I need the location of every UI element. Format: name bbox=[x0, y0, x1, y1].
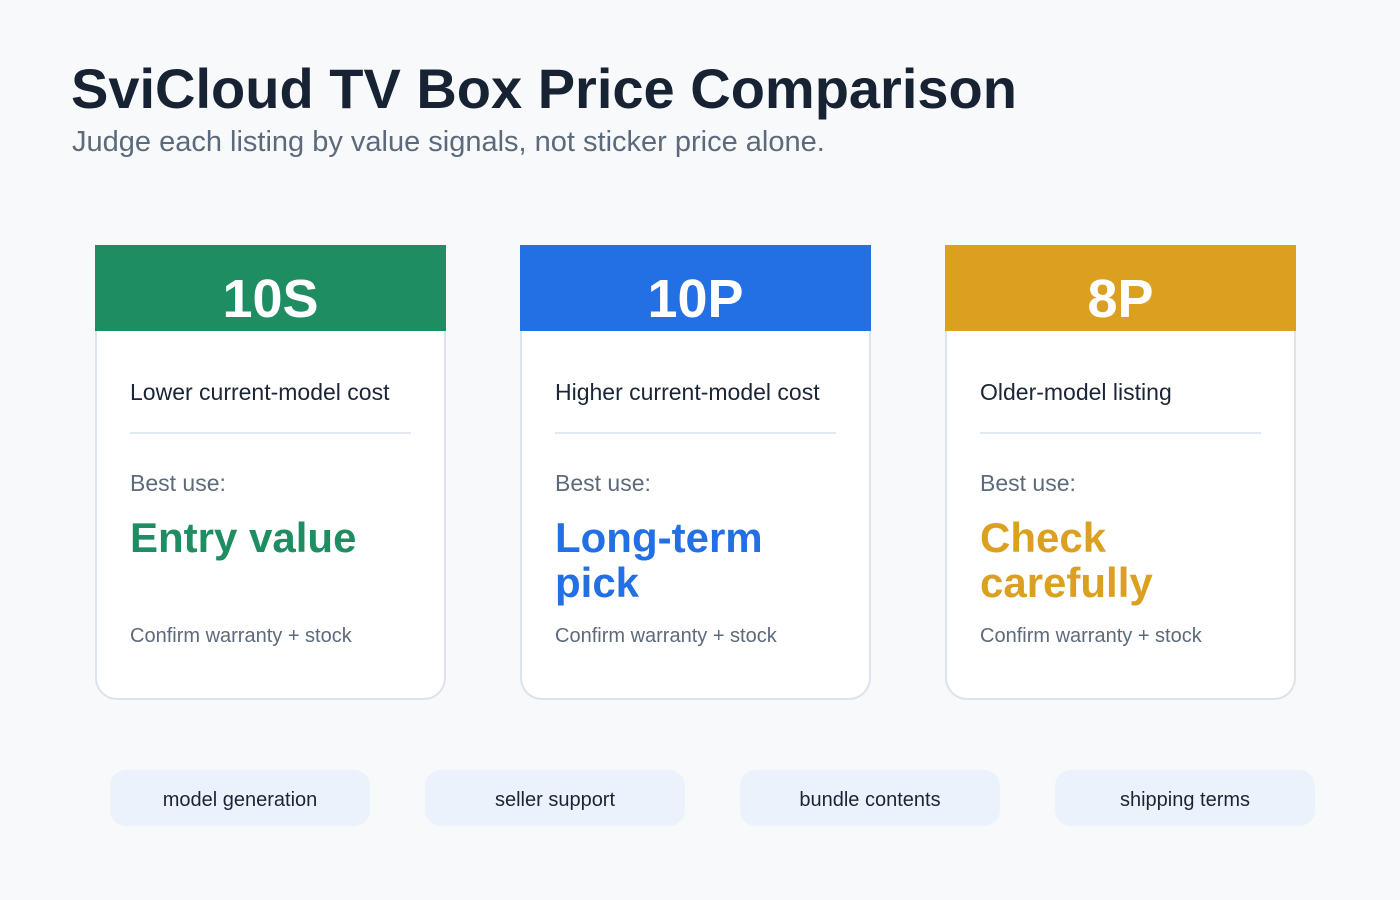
cost-label: Older-model listing bbox=[980, 379, 1172, 405]
card-header: 10P bbox=[520, 245, 871, 331]
divider bbox=[980, 432, 1261, 434]
note: Confirm warranty + stock bbox=[130, 625, 352, 647]
note: Confirm warranty + stock bbox=[555, 625, 777, 647]
subtitle: Judge each listing by value signals, not… bbox=[72, 126, 825, 158]
title: SviCloud TV Box Price Comparison bbox=[71, 57, 1017, 120]
best-use-label: Best use: bbox=[980, 470, 1076, 496]
card-header: 8P bbox=[945, 245, 1296, 331]
divider bbox=[555, 432, 836, 434]
chip: bundle contents bbox=[740, 770, 1000, 826]
chip: seller support bbox=[425, 770, 685, 826]
cost-label: Higher current-model cost bbox=[555, 379, 820, 405]
cost-label: Lower current-model cost bbox=[130, 379, 390, 405]
best-use: Entry value bbox=[130, 514, 357, 561]
card: 8P Older-model listing Best use: Check care… bbox=[945, 245, 1296, 700]
best-use-label: Best use: bbox=[130, 470, 226, 496]
card: 10P Higher current-model cost Best use: Lon… bbox=[520, 245, 871, 700]
best-use: Long-term pick bbox=[555, 514, 763, 606]
best-use: Check carefully bbox=[980, 514, 1153, 606]
chip: shipping terms bbox=[1055, 770, 1315, 826]
best-use-label: Best use: bbox=[555, 470, 651, 496]
chip: model generation bbox=[110, 770, 370, 826]
note: Confirm warranty + stock bbox=[980, 625, 1202, 647]
card-header: 10S bbox=[95, 245, 446, 331]
divider bbox=[130, 432, 411, 434]
card: 10S Lower current-model cost Best use: Entr… bbox=[95, 245, 446, 700]
